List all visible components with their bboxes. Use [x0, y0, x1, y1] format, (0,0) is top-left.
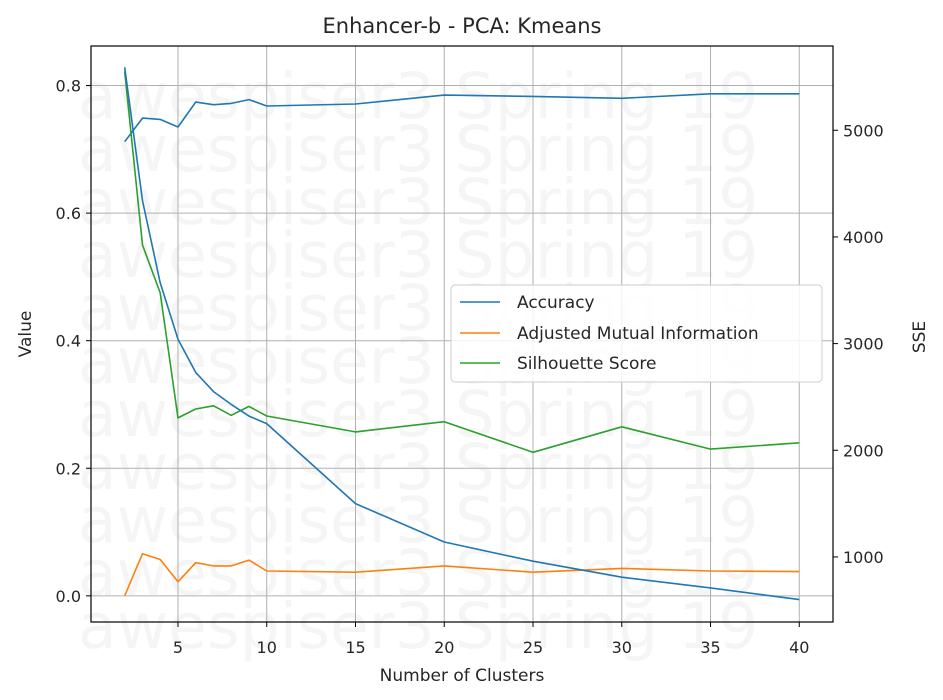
watermark-text: awespiser3 Spring 19	[78, 378, 758, 451]
series-line-silhouette-score	[123, 71, 800, 454]
y2-tick-label: 3000	[843, 335, 884, 354]
y-tick-label: 0.2	[56, 459, 81, 478]
legend-label-ami: Adjusted Mutual Information	[517, 324, 759, 344]
x-tick-label: 10	[257, 638, 277, 657]
x-tick-label: 5	[173, 638, 183, 657]
x-axis-ticks: 5 10 15 20 25 30 35 40	[173, 622, 809, 657]
x-tick-label: 15	[345, 638, 365, 657]
y-tick-label: 0.4	[56, 332, 81, 351]
y2-tick-label: 5000	[843, 121, 884, 140]
x-tick-label: 35	[700, 638, 720, 657]
x-tick-label: 20	[434, 638, 454, 657]
watermark-text: awespiser3 Spring 19	[78, 113, 758, 186]
legend-label-accuracy: Accuracy	[517, 293, 595, 313]
series-line-adjusted-mutual-information	[123, 552, 800, 597]
x-tick-label: 25	[523, 638, 543, 657]
watermark-text: awespiser3 Spring 19	[78, 219, 758, 292]
watermark-text: awespiser3 Spring 19	[78, 537, 758, 610]
chart-title: Enhancer-b - PCA: Kmeans	[323, 14, 602, 38]
plot-frame	[90, 45, 834, 623]
x-tick-label: 40	[789, 638, 809, 657]
x-axis-label: Number of Clusters	[380, 666, 545, 686]
legend-label-silhouette: Silhouette Score	[517, 354, 656, 374]
y-axis-label: Value	[16, 311, 36, 358]
legend-box	[450, 284, 823, 383]
y-tick-label: 0.8	[56, 77, 81, 96]
watermark-text: awespiser3 Spring 19	[78, 166, 758, 239]
series-line-sse	[123, 67, 800, 601]
watermark-text: awespiser3 Spring 19	[78, 590, 758, 663]
watermark-text: awespiser3 Spring 19	[78, 484, 758, 557]
y2-axis-ticks: 1000 2000 3000 4000 5000	[833, 121, 884, 567]
y2-axis-label: SSE	[910, 321, 930, 353]
legend: Accuracy Adjusted Mutual Information Sil…	[450, 284, 823, 383]
y2-tick-label: 2000	[843, 441, 884, 460]
x-tick-label: 30	[612, 638, 632, 657]
y-tick-label: 0.6	[56, 204, 81, 223]
y2-tick-label: 1000	[843, 548, 884, 567]
series-line-accuracy	[124, 93, 800, 143]
y-tick-label: 0.0	[56, 587, 81, 606]
y-axis-ticks: 0.0 0.2 0.4 0.6 0.8	[56, 77, 91, 606]
y2-tick-label: 4000	[843, 228, 884, 247]
series-lines	[123, 67, 800, 601]
watermark-text: awespiser3 Spring 19	[78, 431, 758, 504]
